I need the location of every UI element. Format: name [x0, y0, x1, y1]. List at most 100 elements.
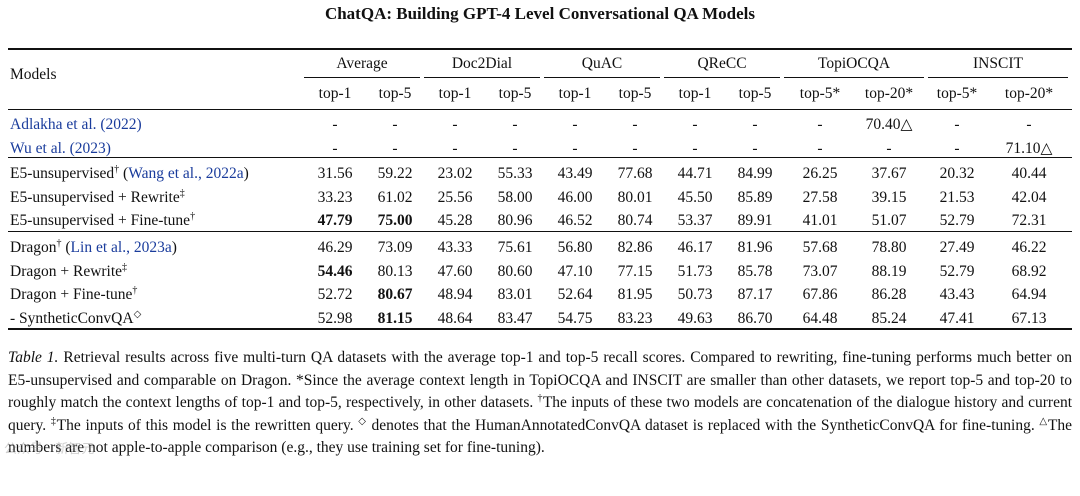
- model-label: Dragon + Rewrite: [10, 262, 123, 280]
- column-group-underline: [304, 77, 420, 78]
- value-cell: 81.15: [377, 309, 413, 327]
- subcolumn-header: top-5*: [799, 85, 841, 102]
- column-group-quac: QuAC: [581, 55, 623, 72]
- model-footnote-mark: †: [56, 238, 62, 249]
- value-cell: 77.68: [617, 165, 653, 182]
- value-cell: 46.22: [1011, 239, 1047, 256]
- caption-label: Table 1.: [8, 349, 59, 366]
- column-group-underline: [544, 77, 660, 78]
- table-row: Wu et al. (2023) - - - - - - - - - - - 71.10△: [8, 138, 1072, 160]
- citation-link[interactable]: Wang et al., 2022a: [128, 165, 244, 182]
- value-cell: 85.78: [737, 262, 773, 280]
- value-cell: 89.91: [737, 212, 773, 229]
- model-footnote-mark: ◇: [133, 308, 142, 320]
- value-cell: 73.09: [377, 239, 413, 256]
- model-name: E5-unsupervised + Fine-tune†: [10, 210, 195, 232]
- value-cell: -: [692, 116, 698, 133]
- value-cell: 81.96: [737, 239, 773, 256]
- value-cell: 39.15: [871, 188, 907, 206]
- model-label: E5-unsupervised + Fine-tune: [10, 212, 191, 229]
- value-cell: 46.29: [317, 239, 353, 256]
- value-cell: 87.17: [737, 286, 773, 303]
- table-row: Adlakha et al. (2022) - - - - - - - - - 70.40△ - -: [8, 114, 1072, 136]
- models-header: Models: [10, 66, 57, 83]
- column-group-underline: [784, 77, 924, 78]
- value-cell: 86.70: [737, 309, 773, 327]
- value-cell: 47.10: [557, 262, 593, 280]
- value-cell: 83.23: [617, 309, 653, 327]
- paper-running-header: ChatQA: Building GPT-4 Level Conversatio…: [324, 4, 756, 23]
- model-name: Dragon† (Lin et al., 2023a): [10, 238, 177, 257]
- model-footnote-mark: †: [190, 211, 196, 222]
- value-cell: 53.37: [677, 212, 713, 229]
- value-cell: 31.56: [317, 165, 353, 182]
- value-cell: 78.80: [871, 239, 907, 256]
- triangle-mark: △: [1039, 415, 1048, 427]
- value-cell: -: [632, 139, 638, 157]
- value-cell: -: [954, 116, 960, 133]
- header-row-subcolumns: top-1 top-5 top-1 top-5 top-1 top-5 top-1 top-5…: [8, 83, 1072, 105]
- value-cell: 48.64: [437, 309, 473, 327]
- table-row: Dragon + Rewrite‡ 54.46 80.13 47.60 80.60 47.…: [8, 261, 1072, 283]
- value-cell: 77.15: [617, 262, 653, 280]
- value-cell: 20.32: [939, 165, 975, 182]
- value-cell: 67.13: [1011, 309, 1047, 327]
- model-footnote-mark: †: [114, 164, 120, 175]
- value-cell: 82.86: [617, 239, 653, 256]
- value-cell: 42.04: [1011, 188, 1047, 206]
- caption-text-1: Retrieval results across five multi-turn…: [8, 349, 1072, 411]
- subcolumn-header: top-5: [738, 85, 772, 102]
- value-cell: 52.79: [939, 212, 975, 229]
- value-cell: 80.60: [497, 262, 533, 280]
- value-cell: 85.89: [737, 188, 773, 206]
- section-rule: [8, 231, 1072, 232]
- value-cell: 46.52: [557, 212, 593, 229]
- value-cell: 52.64: [557, 286, 593, 303]
- value-cell: 84.99: [737, 165, 773, 182]
- value-cell: 37.67: [871, 165, 907, 182]
- value-cell: 80.96: [497, 212, 533, 229]
- column-group-qrecc: QReCC: [697, 55, 747, 72]
- model-footnote-mark: †: [132, 285, 138, 296]
- value-cell: 80.13: [377, 262, 413, 280]
- value-cell: 41.01: [802, 212, 838, 229]
- model-name: Wu et al. (2023): [10, 138, 111, 160]
- model-label: Adlakha et al. (2022): [10, 116, 142, 133]
- value-cell: -: [632, 116, 638, 133]
- value-cell: -: [572, 116, 578, 133]
- model-label: E5-unsupervised: [10, 165, 115, 182]
- value-cell: 85.24: [871, 309, 907, 327]
- model-name: E5-unsupervised† (Wang et al., 2022a): [10, 164, 249, 183]
- double-dagger-mark: ‡: [50, 415, 57, 427]
- column-group-inscit: INSCIT: [973, 55, 1023, 72]
- value-cell: 23.02: [437, 165, 473, 182]
- value-cell: 21.53: [939, 188, 975, 206]
- model-label: E5-unsupervised + Rewrite: [10, 188, 180, 206]
- table-caption: Table 1. Retrieval results across five m…: [8, 347, 1072, 460]
- value-cell: 64.48: [802, 309, 838, 327]
- value-cell: 25.56: [437, 188, 473, 206]
- value-cell: 72.31: [1011, 212, 1047, 229]
- value-cell: 47.41: [939, 309, 975, 327]
- value-cell: 80.01: [617, 188, 653, 206]
- value-cell: -: [886, 139, 892, 157]
- value-cell: 50.73: [677, 286, 713, 303]
- column-group-underline: [928, 77, 1068, 78]
- value-cell: 52.98: [317, 309, 353, 327]
- value-cell: 81.95: [617, 286, 653, 303]
- value-cell: 61.02: [377, 188, 413, 206]
- value-cell: 83.01: [497, 286, 533, 303]
- value-cell: 73.07: [802, 262, 838, 280]
- value-cell: 75.61: [497, 239, 533, 256]
- citation-link[interactable]: Lin et al., 2023a: [70, 239, 172, 256]
- value-cell: 27.58: [802, 188, 838, 206]
- model-name: Dragon + Fine-tune†: [10, 284, 137, 306]
- model-name: E5-unsupervised + Rewrite‡: [10, 187, 185, 209]
- subcolumn-header: top-20*: [1004, 85, 1054, 102]
- subcolumn-header: top-1: [678, 85, 712, 102]
- value-cell: 43.33: [437, 239, 473, 256]
- header-row-groups: Models Average Doc2Dial QuAC QReCC TopiOCQA IN…: [8, 53, 1072, 83]
- value-cell: 27.49: [939, 239, 975, 256]
- diamond-mark: ◇: [358, 415, 367, 427]
- value-cell: 49.63: [677, 309, 713, 327]
